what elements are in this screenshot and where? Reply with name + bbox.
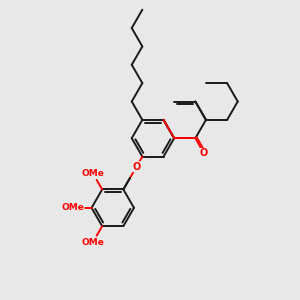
Text: OMe: OMe [81, 169, 104, 178]
Text: OMe: OMe [61, 203, 84, 212]
Text: O: O [132, 162, 141, 172]
Text: O: O [200, 148, 208, 158]
Text: OMe: OMe [81, 238, 104, 247]
